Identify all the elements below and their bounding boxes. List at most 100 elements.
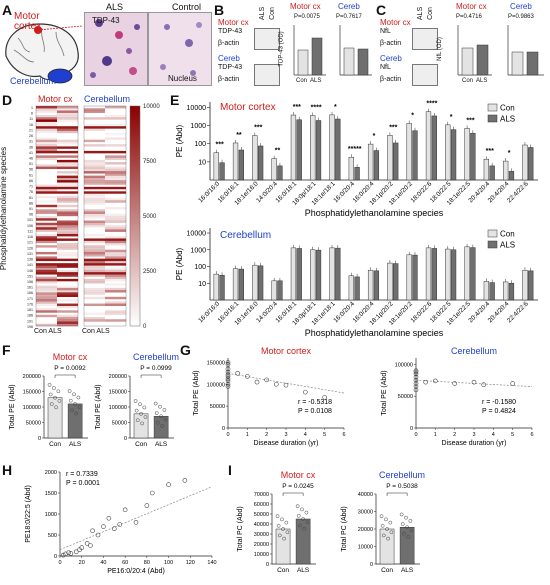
e-significance: **	[275, 148, 281, 155]
heatmap-cell	[36, 204, 57, 208]
heatmap-cell	[84, 164, 105, 167]
heatmap-cell	[57, 233, 78, 237]
blot-c-cereb: Cereb	[380, 54, 402, 63]
heatmap-row-label: 136	[27, 258, 33, 262]
panel-a: A Motor cortex Cerebellum ALS Control TD…	[0, 0, 215, 90]
bar-data-point	[406, 535, 411, 539]
heatmap-cell	[36, 139, 57, 143]
legend-con-swatch	[487, 229, 498, 238]
e-y-tick-label: 10000	[187, 105, 207, 112]
e-x-tick-label: 22:4/22:6	[506, 300, 530, 324]
bar-data-point	[296, 513, 301, 518]
bar-data-point	[140, 421, 144, 426]
blot-c-motor: Motor cx	[380, 18, 411, 27]
heatmap-cell	[57, 319, 78, 322]
heatmap-cell	[36, 110, 57, 113]
scatter-point	[225, 376, 231, 382]
heatmap-cell	[57, 141, 78, 145]
heatmap-cell	[105, 296, 126, 300]
heatmap-cell	[57, 220, 78, 223]
heatmap-cell	[84, 319, 105, 322]
heatmap-row-label: 66	[29, 179, 33, 183]
e-significance: ***	[486, 148, 494, 155]
heatmap-cell	[36, 148, 57, 152]
e-bar-con	[522, 269, 528, 301]
heatmap-cell	[36, 285, 57, 289]
total-pe-bars: Motor cx P = 0.0092 0 50000 100000 150000 2000…	[9, 352, 179, 448]
panel-g-label: G	[180, 342, 191, 358]
heatmap-row-label: 31	[29, 140, 33, 144]
e-significance: *	[373, 133, 376, 140]
heatmap-row-label: 11	[29, 117, 33, 121]
heatmap-cell	[57, 299, 78, 302]
panel-a-label: A	[2, 2, 13, 18]
heatmap-row-label: 86	[29, 201, 33, 205]
heatmap-cell	[36, 150, 57, 154]
heatmap-cell	[36, 209, 57, 212]
bar-x-tick-label: ALS	[155, 441, 168, 448]
heatmap-cell	[84, 240, 105, 244]
e-bar-als	[373, 150, 380, 181]
heatmap-cell	[105, 200, 126, 203]
bar-chart-p-value: P = 0.0092	[54, 365, 86, 372]
heatmap-cell	[105, 227, 126, 230]
heatmap-cell	[84, 272, 105, 275]
scatter-point	[225, 384, 231, 389]
scatter-point	[423, 379, 428, 385]
scatter-x-tick-label: 60	[122, 560, 128, 566]
heatmap-cell	[105, 283, 126, 286]
heatmap-cell	[57, 231, 78, 235]
scatter-y-tick-label: 0	[222, 426, 225, 432]
legend-con-label: Con	[500, 230, 515, 239]
scatter-y-axis-label: PE18:0/22:5 (Abd)	[25, 485, 32, 543]
heatmap-cell	[36, 126, 57, 129]
heatmap-cell	[36, 267, 57, 271]
heatmap-row-label: 26	[29, 134, 33, 138]
heatmap-cell	[84, 198, 105, 201]
c-cat-als: ALS	[476, 78, 488, 84]
heatmap-cell	[36, 222, 57, 226]
bar-y-tick-label: 200000	[23, 374, 41, 380]
scatter-x-tick-label: 40	[100, 560, 106, 566]
heatmap-cell	[84, 209, 105, 212]
e-significance: *	[508, 150, 511, 157]
e-bar-con	[387, 262, 393, 301]
blot-b-band4: β-actin	[218, 76, 240, 83]
bar-data-point	[134, 408, 139, 413]
heatmap-cell	[57, 110, 78, 113]
heatmap-cell	[84, 287, 105, 291]
bar-data-point	[72, 392, 76, 397]
e-bar-con	[503, 281, 509, 301]
bar-data-point	[388, 520, 393, 525]
bar-significance-bracket	[386, 492, 408, 496]
heatmap-cell	[57, 150, 78, 154]
heatmap-cell	[105, 229, 126, 232]
heatmap-cell	[36, 290, 57, 293]
e-bar-als	[354, 276, 360, 301]
bar-con	[275, 528, 291, 565]
heatmap-cell	[36, 137, 57, 140]
e-bar-con	[271, 158, 277, 181]
e-bar-als	[238, 149, 244, 181]
heatmap-cell	[84, 292, 105, 295]
bar-con	[47, 397, 63, 439]
c-cat-con: Con	[462, 78, 474, 84]
e-significance: *****	[348, 146, 362, 153]
heatmap-cell	[84, 224, 105, 228]
heatmap-row-label: 141	[27, 263, 33, 267]
e-bar-als	[277, 280, 283, 301]
scatter-point	[182, 478, 188, 483]
heatmap-cell	[57, 227, 78, 230]
heatmap-cell	[57, 290, 78, 293]
e-bar-als	[335, 247, 341, 301]
heatmap-cell	[36, 146, 57, 149]
blot-b-image-1	[254, 28, 280, 50]
bar-data-point	[285, 530, 290, 535]
scatter-point	[225, 362, 231, 367]
heatmap-cell	[84, 296, 105, 300]
heatmap-cell	[84, 317, 105, 320]
heatmap-cell	[36, 256, 57, 259]
bar-y-tick-label: 30000	[358, 510, 373, 516]
heatmap-cell	[84, 263, 105, 266]
e-bar-con	[232, 142, 239, 181]
